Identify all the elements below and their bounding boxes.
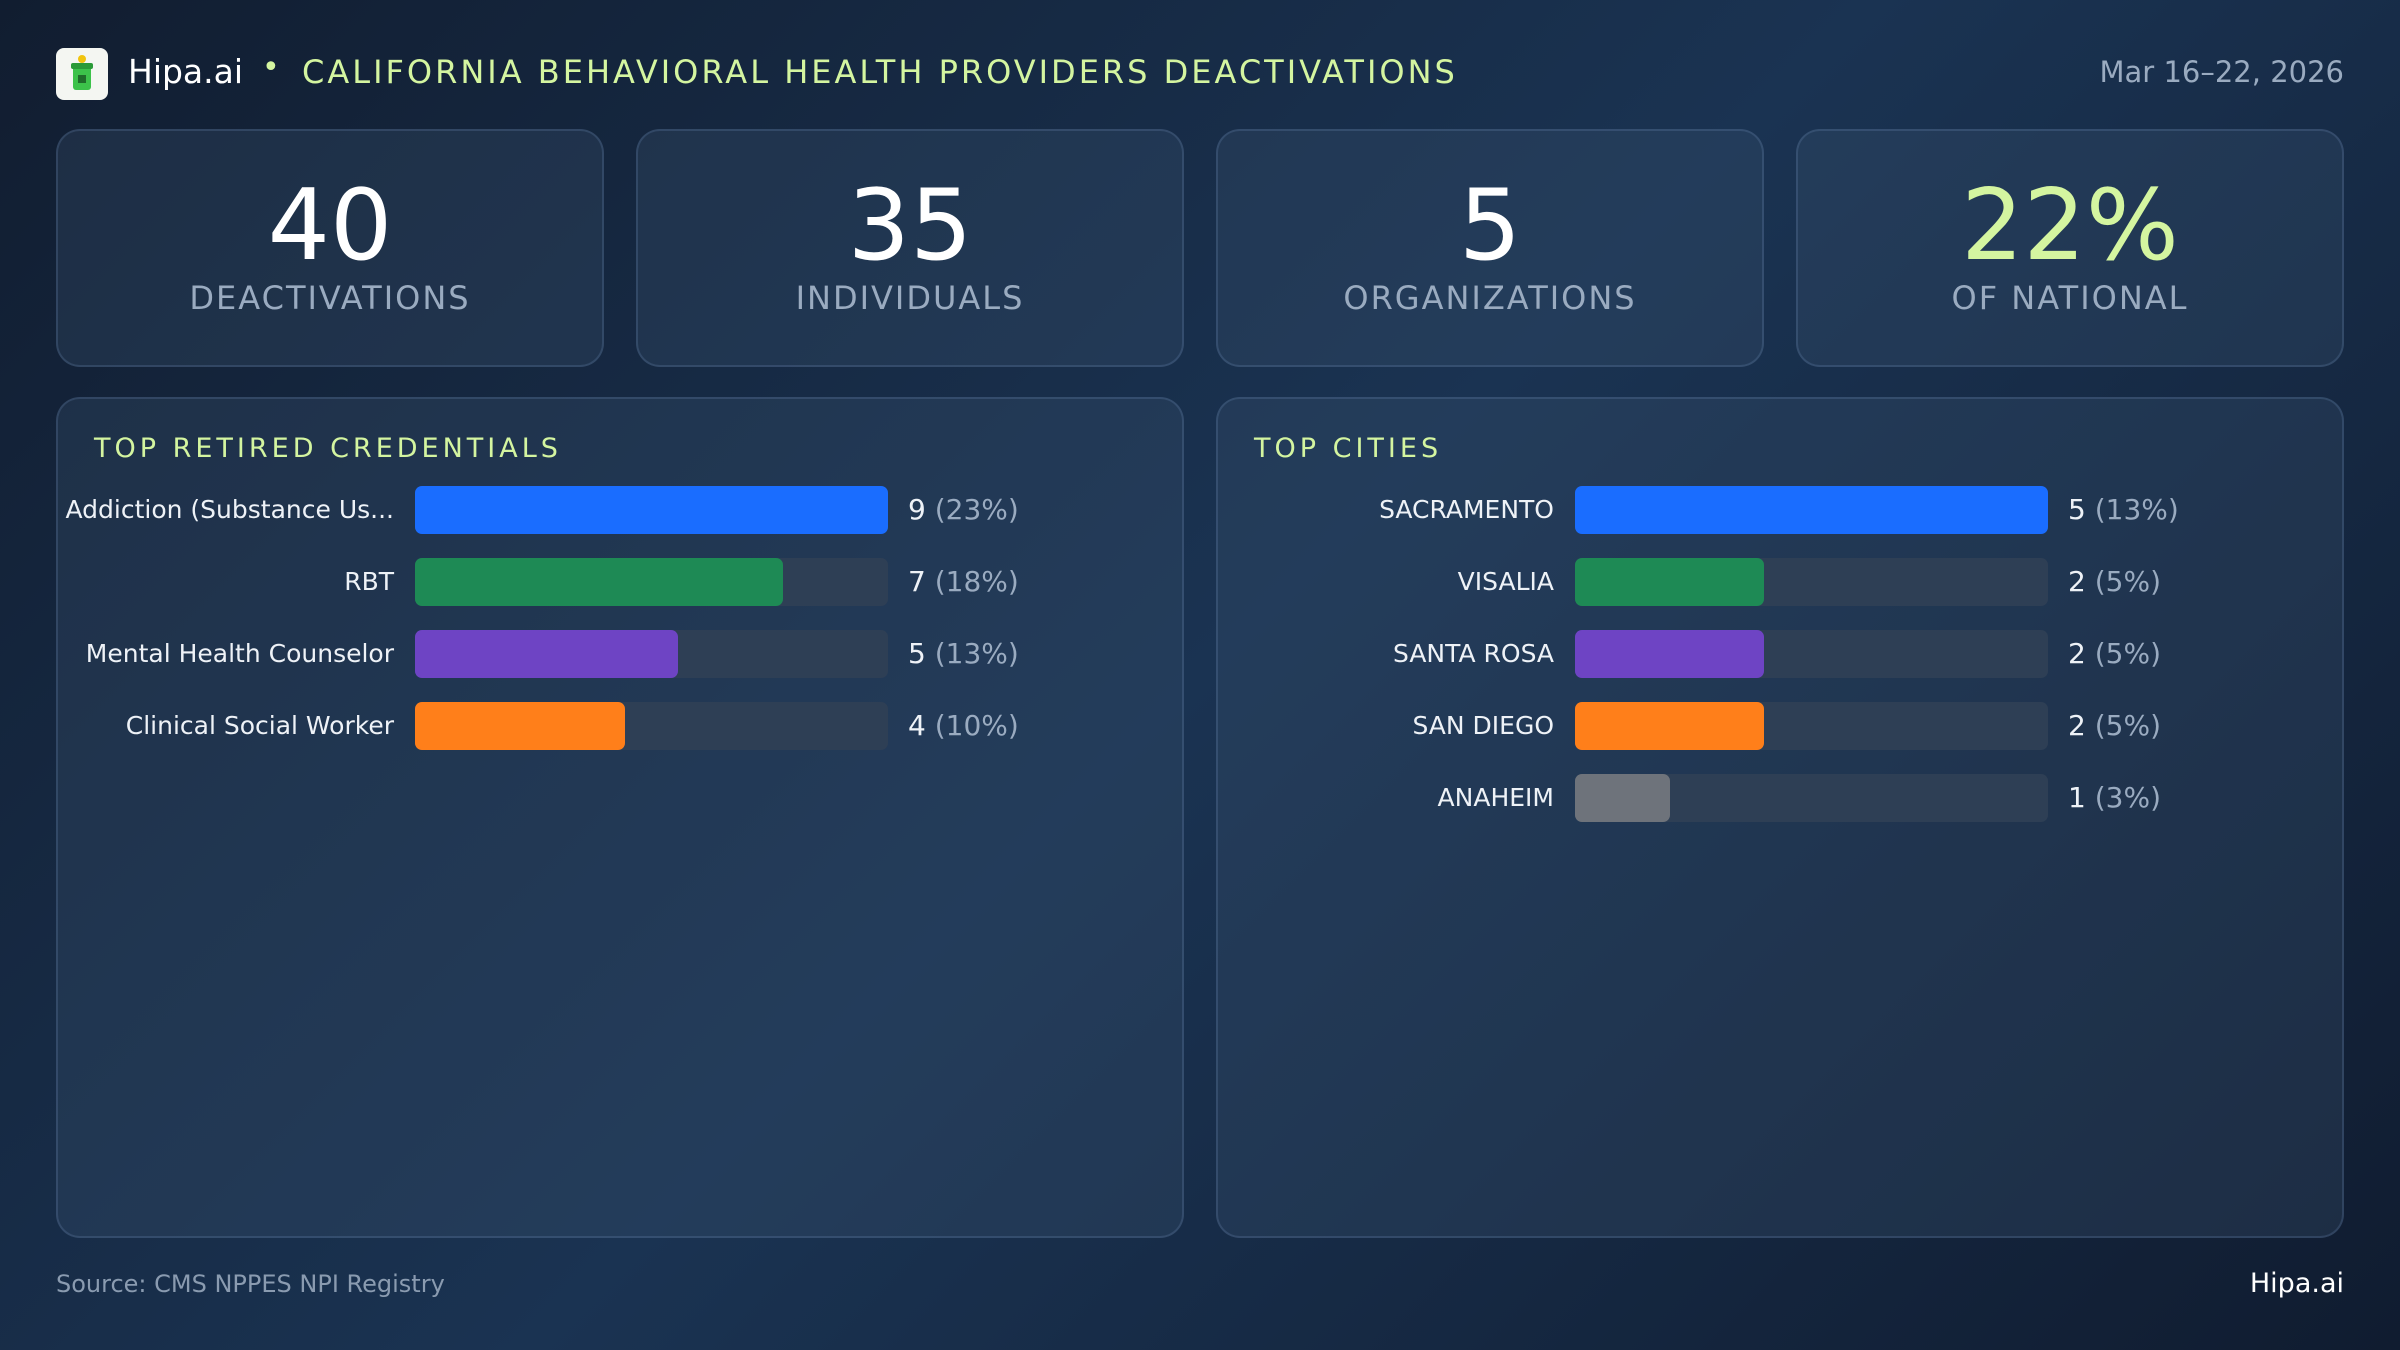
value-label: 2 (5%) — [2068, 702, 2161, 750]
value-number: 4 — [908, 709, 926, 742]
value-number: 2 — [2068, 709, 2086, 742]
bar — [415, 702, 626, 750]
kpi-card: 5 ORGANIZATIONS — [1216, 129, 1764, 367]
value-number: 5 — [908, 637, 926, 670]
value-number: 7 — [908, 565, 926, 598]
share-label: (3%) — [2094, 781, 2162, 814]
kpi-card: 22% OF NATIONAL — [1796, 129, 2344, 367]
share-label: (5%) — [2094, 709, 2162, 742]
value-label: 5 (13%) — [908, 630, 1019, 678]
brand: Hipa.ai — [128, 52, 244, 91]
bar — [415, 486, 888, 534]
share-label: (18%) — [934, 565, 1019, 598]
bar — [1575, 630, 1765, 678]
kpi-label: OF NATIONAL — [1951, 279, 2189, 317]
kpi-label: ORGANIZATIONS — [1343, 279, 1637, 317]
category-label: RBT — [344, 567, 394, 596]
value-label: 9 (23%) — [908, 486, 1019, 534]
value-number: 9 — [908, 493, 926, 526]
kpi-label: INDIVIDUALS — [795, 279, 1025, 317]
kpi-value: 35 — [847, 169, 973, 283]
chart-panel: TOP CITIES SACRAMENTO 5 (13%) VISALIA 2 (5%)… — [1216, 397, 2344, 1238]
value-label: 7 (18%) — [908, 558, 1019, 606]
kpi-value: 5 — [1458, 169, 1522, 283]
share-label: (10%) — [934, 709, 1019, 742]
value-number: 2 — [2068, 565, 2086, 598]
footer-brand: Hipa.ai — [2249, 1268, 2344, 1299]
category-label: VISALIA — [1457, 567, 1554, 596]
value-number: 5 — [2068, 493, 2086, 526]
value-label: 2 (5%) — [2068, 630, 2161, 678]
category-label: Addiction (Substance Us... — [65, 495, 395, 524]
bar — [1575, 558, 1765, 606]
kpi-value: 40 — [267, 169, 393, 283]
kpi-value: 22% — [1961, 169, 2179, 283]
category-label: Clinical Social Worker — [125, 711, 394, 740]
panel-title: TOP RETIRED CREDENTIALS — [94, 433, 562, 464]
chart-panel: TOP RETIRED CREDENTIALS Addiction (Substa… — [56, 397, 1184, 1238]
source-note: Source: CMS NPPES NPI Registry — [56, 1270, 445, 1298]
value-label: 4 (10%) — [908, 702, 1019, 750]
category-label: SANTA ROSA — [1393, 639, 1554, 668]
kpi-label: DEACTIVATIONS — [189, 279, 471, 317]
page-title: CALIFORNIA BEHAVIORAL HEALTH PROVIDERS D… — [302, 53, 1458, 91]
bar — [1575, 774, 1670, 822]
share-label: (5%) — [2094, 565, 2162, 598]
kpi-card: 40 DEACTIVATIONS — [56, 129, 604, 367]
panel-title: TOP CITIES — [1254, 433, 1443, 464]
category-label: Mental Health Counselor — [85, 639, 394, 668]
value-label: 1 (3%) — [2068, 774, 2161, 822]
category-label: SAN DIEGO — [1412, 711, 1554, 740]
share-label: (13%) — [2094, 493, 2179, 526]
share-label: (5%) — [2094, 637, 2162, 670]
share-label: (23%) — [934, 493, 1019, 526]
separator: • — [262, 50, 280, 85]
value-number: 2 — [2068, 637, 2086, 670]
kpi-card: 35 INDIVIDUALS — [636, 129, 1184, 367]
category-label: ANAHEIM — [1437, 783, 1554, 812]
logo — [56, 48, 108, 100]
bar — [1575, 486, 2048, 534]
date-range: Mar 16–22, 2026 — [2099, 55, 2344, 89]
value-label: 5 (13%) — [2068, 486, 2179, 534]
bar — [415, 558, 783, 606]
bar — [415, 630, 678, 678]
bar — [1575, 702, 1765, 750]
value-number: 1 — [2068, 781, 2086, 814]
category-label: SACRAMENTO — [1379, 495, 1554, 524]
share-label: (13%) — [934, 637, 1019, 670]
value-label: 2 (5%) — [2068, 558, 2161, 606]
